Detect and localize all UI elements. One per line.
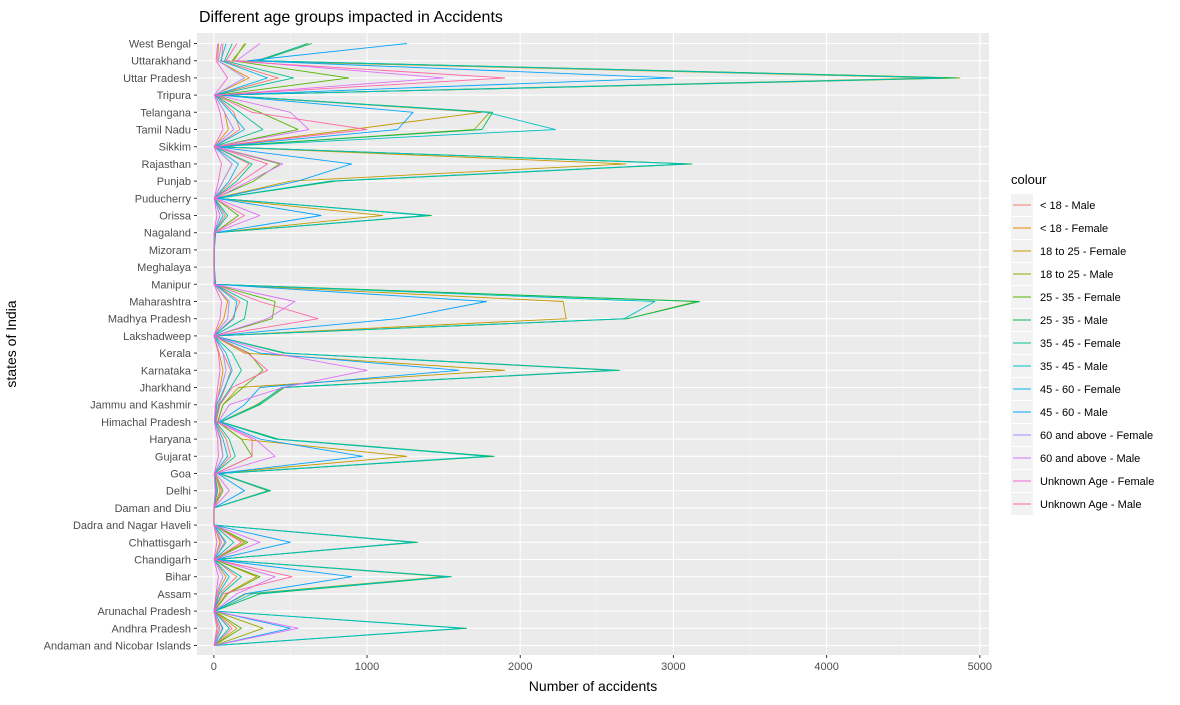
y-tick-label: Lakshadweep [123, 331, 191, 343]
legend-label: 45 - 60 - Male [1040, 407, 1108, 419]
legend-label: Unknown Age - Female [1040, 476, 1154, 488]
y-tick-label: Jharkhand [140, 383, 191, 395]
series-line [213, 43, 229, 646]
legend-label: 25 - 35 - Female [1040, 292, 1121, 304]
y-tick-label: Punjab [157, 176, 191, 188]
y-tick-label: Goa [170, 469, 192, 481]
y-tick-label: Tripura [157, 90, 192, 102]
y-tick-label: Sikkim [159, 142, 191, 154]
series-line [213, 43, 245, 646]
series-line [213, 43, 506, 646]
series-line [213, 43, 674, 646]
y-tick-label: Andhra Pradesh [112, 623, 192, 635]
y-tick-label: Puducherry [135, 193, 192, 205]
x-tick-label: 4000 [814, 661, 838, 673]
y-tick-label: Chhattisgarh [129, 537, 191, 549]
x-tick-label: 2000 [508, 661, 532, 673]
legend-label: < 18 - Female [1040, 223, 1108, 235]
y-tick-label: Madhya Pradesh [108, 314, 191, 326]
legend-label: 18 to 25 - Male [1040, 269, 1113, 281]
grid-lines [197, 33, 989, 655]
legend-label: 25 - 35 - Male [1040, 315, 1108, 327]
y-tick-label: Arunachal Pradesh [97, 606, 191, 618]
y-tick-label: Assam [157, 589, 191, 601]
x-tick-label: 3000 [661, 661, 685, 673]
y-tick-label: Uttarakhand [131, 56, 191, 68]
y-tick-label: Maharashtra [129, 297, 192, 309]
series-lines [213, 43, 961, 646]
y-tick-label: Mizoram [149, 245, 191, 257]
y-tick-label: Delhi [166, 486, 191, 498]
y-tick-label: Karnataka [141, 365, 192, 377]
x-tick-labels: 0 1000 2000 3000 4000 5000 [211, 655, 992, 673]
legend: < 18 - Male < 18 - Female 18 to 25 - Femal… [1011, 194, 1154, 515]
y-tick-label: Rajasthan [141, 159, 191, 171]
y-tick-label: Meghalaya [137, 262, 192, 274]
chart-title: Different age groups impacted in Acciden… [199, 9, 503, 26]
y-tick-label: Gujarat [155, 451, 191, 463]
x-tick-label: 1000 [355, 661, 379, 673]
y-tick-label: Haryana [149, 434, 191, 446]
y-tick-label: Manipur [151, 279, 191, 291]
y-tick-label: Jammu and Kashmir [90, 400, 191, 412]
y-tick-label: Orissa [159, 211, 192, 223]
series-line [213, 43, 944, 646]
y-tick-label: Dadra and Nagar Haveli [73, 520, 191, 532]
y-tick-label: Andaman and Nicobar Islands [44, 641, 192, 653]
y-tick-label: Nagaland [144, 228, 191, 240]
y-tick-label: Himachal Pradesh [101, 417, 191, 429]
y-tick-label: Uttar Pradesh [123, 73, 191, 85]
legend-label: 60 and above - Male [1040, 453, 1140, 465]
y-tick-label: Chandigarh [134, 555, 191, 567]
legend-label: 60 and above - Female [1040, 430, 1153, 442]
x-tick-label: 5000 [968, 661, 992, 673]
y-tick-label: Telangana [140, 107, 192, 119]
y-tick-label: Daman and Diu [115, 503, 191, 515]
plot-panel [197, 33, 989, 655]
legend-title: colour [1011, 172, 1047, 187]
series-line [213, 43, 294, 646]
legend-label: 45 - 60 - Female [1040, 384, 1121, 396]
x-tick-label: 0 [211, 661, 217, 673]
legend-label: < 18 - Male [1040, 200, 1095, 212]
y-axis-title: states of India [3, 300, 19, 387]
x-axis-title: Number of accidents [529, 678, 657, 694]
y-tick-label: West Bengal [129, 39, 191, 51]
legend-label: Unknown Age - Male [1040, 499, 1142, 511]
legend-label: 35 - 45 - Female [1040, 338, 1121, 350]
y-tick-labels: Andaman and Nicobar Islands Andhra Prades… [44, 39, 197, 653]
y-tick-label: Bihar [165, 572, 191, 584]
series-line [213, 43, 268, 646]
legend-label: 35 - 45 - Male [1040, 361, 1108, 373]
legend-label: 18 to 25 - Female [1040, 246, 1126, 258]
series-line [213, 43, 445, 646]
y-tick-label: Tamil Nadu [136, 125, 191, 137]
y-tick-label: Kerala [159, 348, 192, 360]
